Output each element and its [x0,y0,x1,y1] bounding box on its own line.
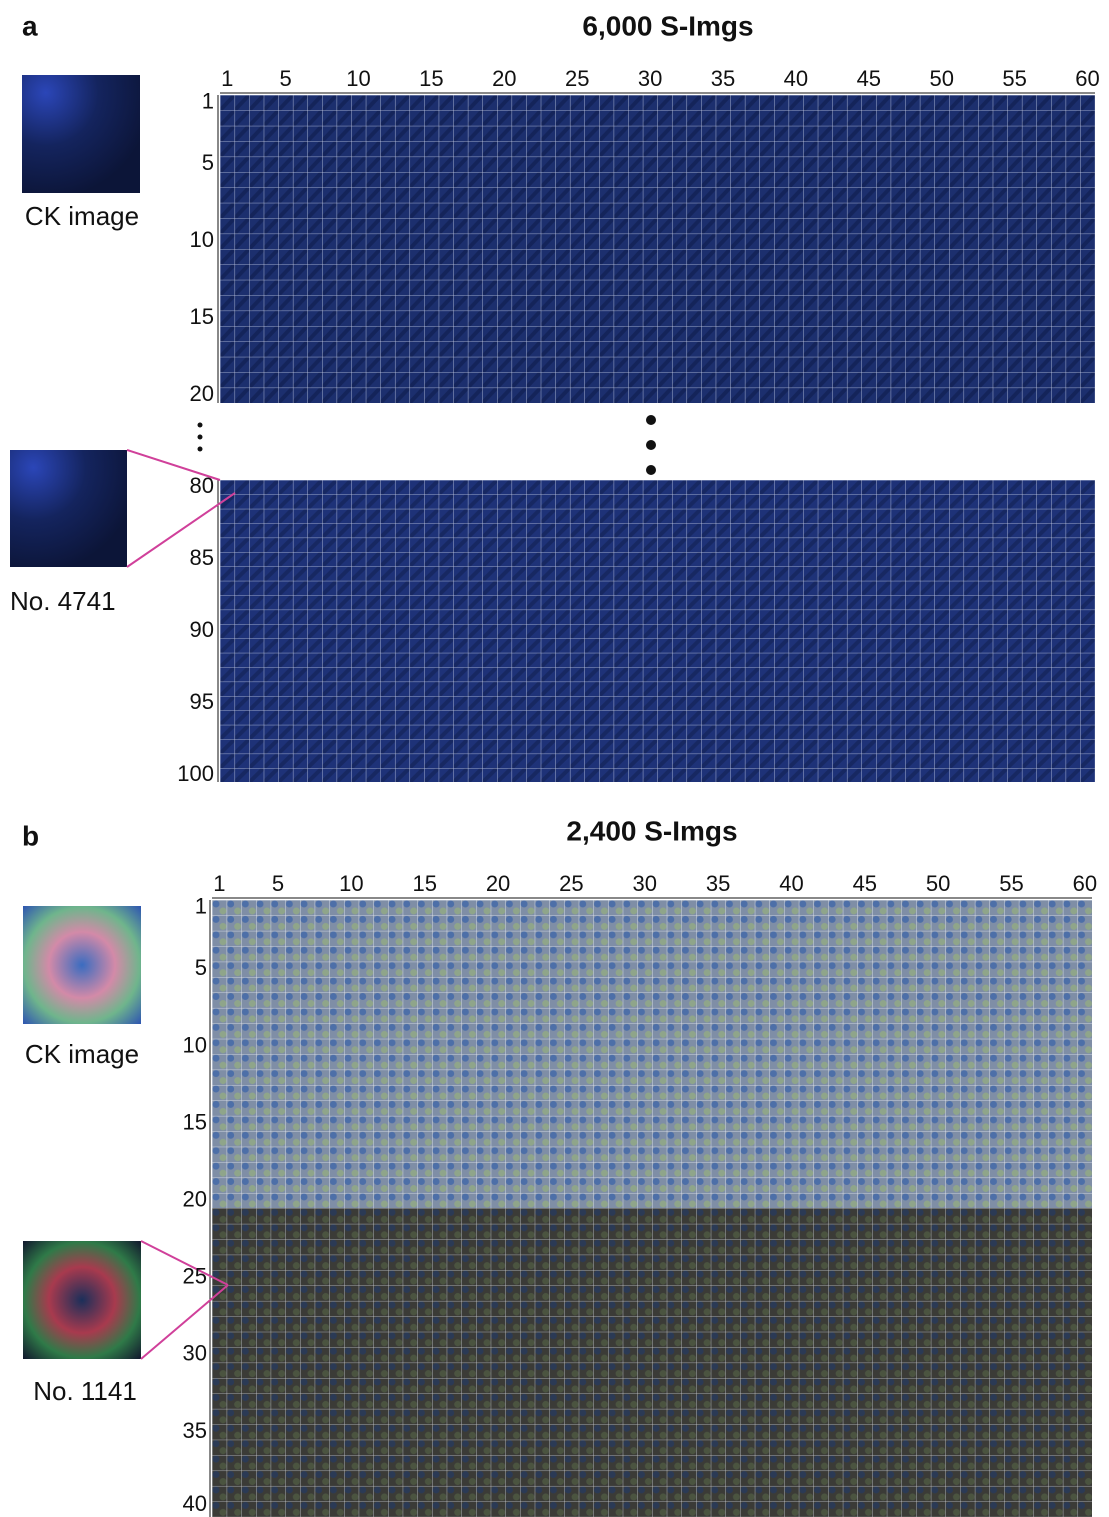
row-label: 20 [183,1187,207,1212]
image-grid [212,900,1092,1208]
row-label: 1 [202,89,214,114]
image-grid [212,1208,1092,1517]
column-label: 40 [779,871,803,896]
column-label: 60 [1075,66,1099,91]
row-label: 5 [195,955,207,980]
column-label: 25 [565,66,589,91]
panel-title: 6,000 S-Imgs [582,10,753,41]
column-label: 30 [638,66,662,91]
ck-thumbnail [22,75,140,193]
column-label: 5 [272,871,284,896]
row-label: 15 [190,304,214,329]
row-label: 10 [183,1032,207,1057]
sample-label: No. 1141 [33,1376,137,1406]
image-grid [220,95,1095,403]
panel-title: 2,400 S-Imgs [566,815,737,846]
column-label: 15 [412,871,436,896]
column-label: 50 [926,871,950,896]
callout-line [127,450,235,567]
panel-label: a [22,10,38,41]
sample-label: No. 4741 [10,586,116,616]
column-label: 50 [929,66,953,91]
column-label: 45 [853,871,877,896]
row-label: 20 [190,381,214,406]
row-label: 100 [177,761,214,786]
column-label: 25 [559,871,583,896]
column-label: 55 [1002,66,1026,91]
column-label: 40 [784,66,808,91]
panel-label: b [22,820,39,851]
column-label: 20 [486,871,510,896]
row-label: 15 [183,1109,207,1134]
row-label: 85 [190,545,214,570]
ck-thumbnail [23,906,141,1024]
column-label: 15 [419,66,443,91]
sample-thumbnail [10,450,127,567]
ck-label: CK image [25,1039,139,1069]
row-label: 5 [202,150,214,175]
page: a 6,000 S-Imgs CK image No. 4741 b 2,400… [0,0,1109,1517]
column-label: 20 [492,66,516,91]
column-label: 60 [1073,871,1097,896]
column-label: 10 [339,871,363,896]
column-label: 1 [213,871,225,896]
row-label: 30 [183,1341,207,1366]
ellipsis [198,415,657,475]
row-label: 1 [195,894,207,919]
row-label: 80 [190,473,214,498]
column-label: 35 [706,871,730,896]
ck-label: CK image [25,201,139,231]
figure: a 6,000 S-Imgs CK image No. 4741 b 2,400… [0,0,1109,1517]
column-label: 1 [221,66,233,91]
image-grid [220,480,1095,782]
column-label: 10 [346,66,370,91]
column-label: 5 [279,66,291,91]
row-label: 40 [183,1491,207,1516]
column-label: 55 [999,871,1023,896]
column-label: 45 [857,66,881,91]
row-label: 10 [190,227,214,252]
column-label: 30 [633,871,657,896]
row-label: 25 [183,1264,207,1289]
row-label: 95 [190,689,214,714]
row-label: 35 [183,1418,207,1443]
sample-thumbnail [23,1241,141,1359]
column-label: 35 [711,66,735,91]
row-label: 90 [190,617,214,642]
